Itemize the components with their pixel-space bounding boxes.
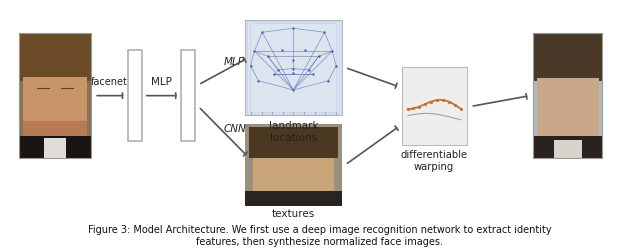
Point — [288, 59, 298, 62]
FancyBboxPatch shape — [19, 33, 91, 158]
FancyBboxPatch shape — [22, 121, 88, 136]
FancyBboxPatch shape — [533, 33, 602, 81]
FancyBboxPatch shape — [22, 77, 88, 136]
FancyBboxPatch shape — [244, 194, 342, 206]
Point — [426, 100, 436, 104]
FancyBboxPatch shape — [244, 191, 342, 206]
FancyBboxPatch shape — [248, 127, 338, 158]
FancyBboxPatch shape — [537, 78, 599, 136]
FancyBboxPatch shape — [401, 67, 467, 145]
Point — [323, 79, 333, 83]
FancyBboxPatch shape — [19, 136, 91, 158]
Point — [273, 68, 283, 72]
Point — [327, 49, 337, 53]
Text: MLP: MLP — [151, 77, 172, 87]
FancyBboxPatch shape — [533, 136, 602, 158]
Point — [250, 49, 260, 53]
FancyBboxPatch shape — [44, 138, 66, 158]
Point — [413, 105, 424, 109]
FancyBboxPatch shape — [554, 140, 582, 158]
Point — [300, 48, 310, 52]
Point — [288, 26, 298, 30]
Point — [449, 103, 460, 107]
Text: landmark
locations: landmark locations — [269, 121, 319, 143]
FancyBboxPatch shape — [533, 33, 602, 158]
Point — [420, 102, 430, 106]
Point — [253, 79, 264, 83]
Point — [314, 55, 324, 59]
Point — [263, 55, 273, 59]
Point — [408, 107, 419, 111]
Point — [269, 72, 279, 76]
Point — [288, 66, 298, 70]
FancyBboxPatch shape — [19, 33, 91, 81]
Text: MLP: MLP — [223, 58, 244, 67]
Point — [438, 98, 448, 102]
Text: CNN: CNN — [223, 124, 246, 134]
FancyBboxPatch shape — [181, 50, 195, 141]
Point — [456, 107, 466, 111]
Text: Figure 3: Model Architecture. We first use a deep image recognition network to e: Figure 3: Model Architecture. We first u… — [88, 225, 552, 247]
Text: textures: textures — [272, 209, 316, 219]
Point — [246, 64, 256, 68]
Text: differentiable
warping: differentiable warping — [401, 150, 468, 172]
Point — [288, 88, 298, 92]
FancyBboxPatch shape — [128, 50, 142, 141]
FancyBboxPatch shape — [244, 20, 342, 115]
Point — [288, 71, 298, 75]
Point — [331, 64, 341, 68]
Point — [276, 48, 287, 52]
Point — [444, 100, 454, 104]
Point — [304, 68, 314, 72]
Point — [319, 30, 330, 34]
FancyBboxPatch shape — [244, 124, 342, 206]
Point — [432, 98, 442, 102]
Point — [257, 30, 268, 34]
Text: facenet: facenet — [91, 77, 128, 87]
FancyBboxPatch shape — [253, 148, 334, 194]
Point — [308, 72, 318, 76]
Point — [403, 107, 413, 111]
